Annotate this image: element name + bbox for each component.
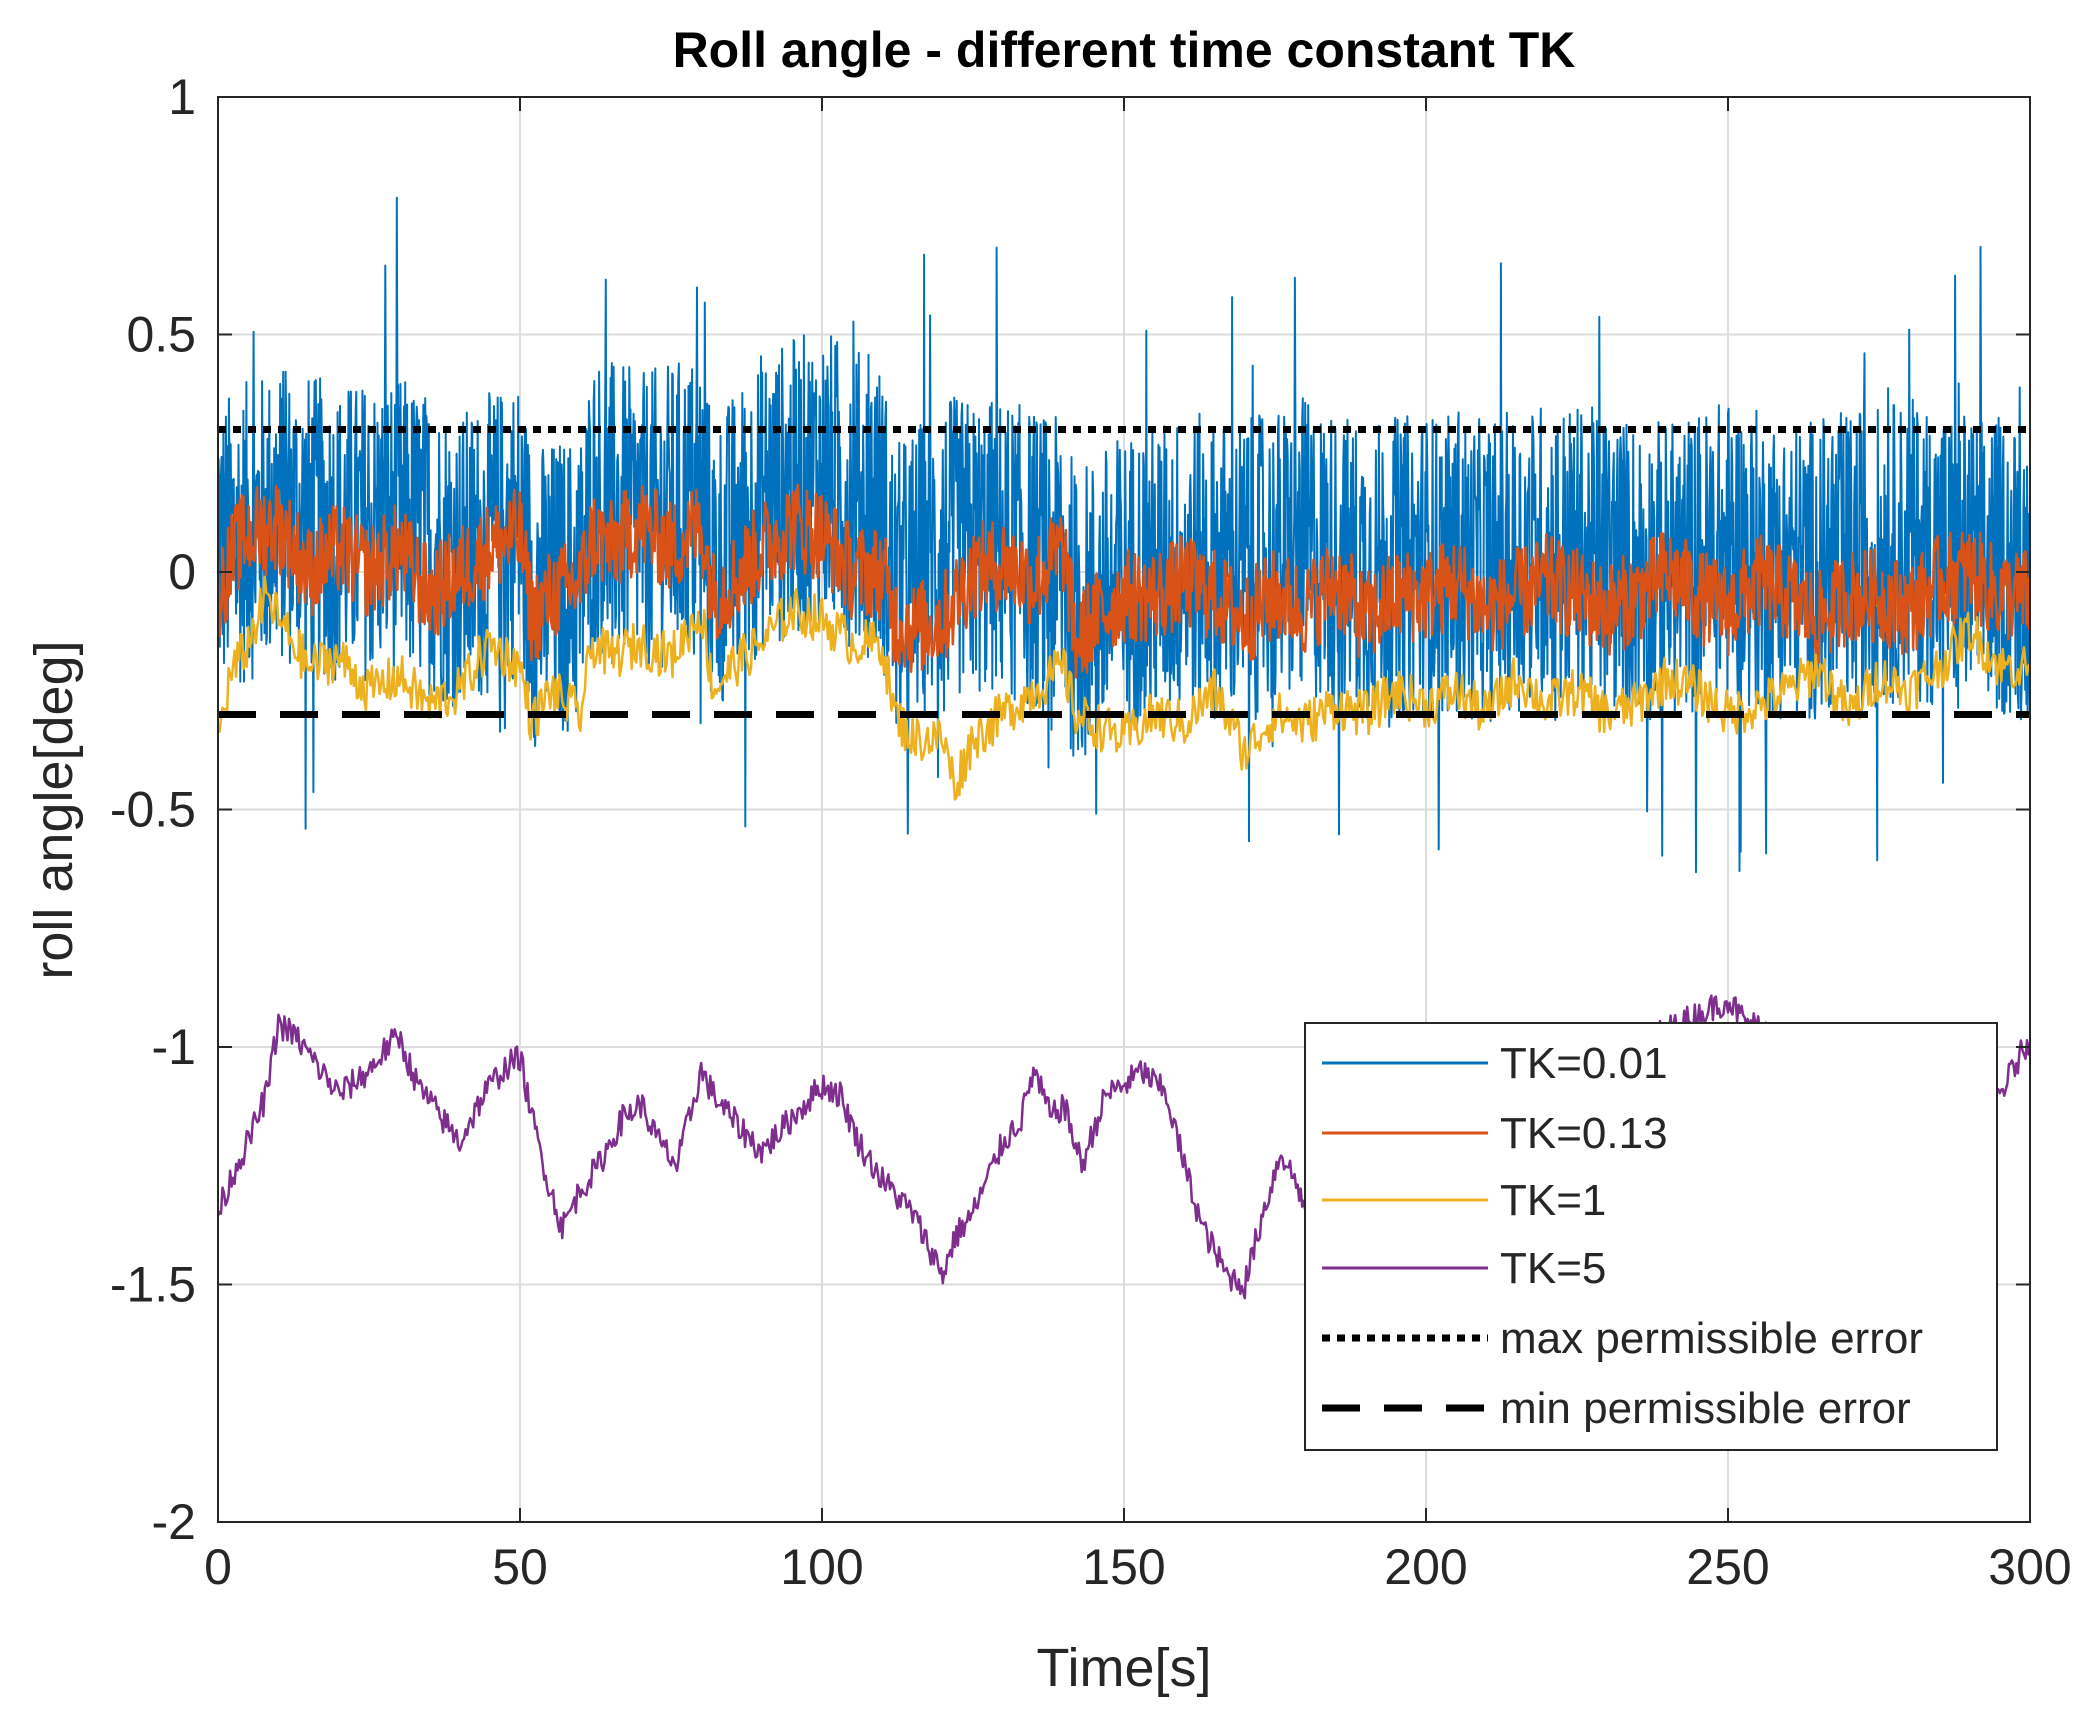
y-tick-label: 0.5 bbox=[126, 307, 196, 363]
series-layer bbox=[218, 196, 2030, 1300]
axis-ticks: 0 50 100 150 200 250 300 1 0.5 0 -0.5 -1 -1.5 -2 bbox=[110, 69, 2072, 1595]
x-tick-label: 50 bbox=[492, 1539, 548, 1595]
legend-label: max permissible error bbox=[1500, 1314, 1923, 1363]
x-tick-label: 100 bbox=[780, 1539, 863, 1595]
legend-label: TK=0.13 bbox=[1500, 1109, 1668, 1158]
x-tick-label: 200 bbox=[1384, 1539, 1467, 1595]
x-tick-label: 0 bbox=[204, 1539, 232, 1595]
legend-box bbox=[1304, 1022, 1998, 1451]
series-line-tk-1 bbox=[218, 575, 2030, 801]
series-line-tk-5 bbox=[218, 994, 2030, 1300]
x-tick-label: 300 bbox=[1988, 1539, 2071, 1595]
legend-label: TK=5 bbox=[1500, 1244, 1606, 1293]
legend-label: min permissible error bbox=[1500, 1384, 1911, 1433]
y-tick-label: -2 bbox=[152, 1494, 196, 1550]
x-axis-label: Time[s] bbox=[1037, 1638, 1212, 1698]
x-tick-label: 150 bbox=[1082, 1539, 1165, 1595]
y-axis-label: roll angle[deg] bbox=[24, 640, 84, 979]
legend-label: TK=0.01 bbox=[1500, 1039, 1668, 1088]
y-tick-label: -1.5 bbox=[110, 1257, 196, 1313]
y-tick-label: 1 bbox=[168, 69, 196, 125]
legend-label: TK=1 bbox=[1500, 1176, 1606, 1225]
y-tick-label: -1 bbox=[152, 1019, 196, 1075]
series-line-tk-0-13 bbox=[218, 483, 2030, 679]
chart-title: Roll angle - different time constant TK bbox=[673, 22, 1576, 78]
x-tick-label: 250 bbox=[1686, 1539, 1769, 1595]
y-tick-label: 0 bbox=[168, 544, 196, 600]
y-tick-label: -0.5 bbox=[110, 782, 196, 838]
legend: TK=0.01 TK=0.13 TK=1 TK=5 max permissible er… bbox=[1304, 1022, 1998, 1451]
